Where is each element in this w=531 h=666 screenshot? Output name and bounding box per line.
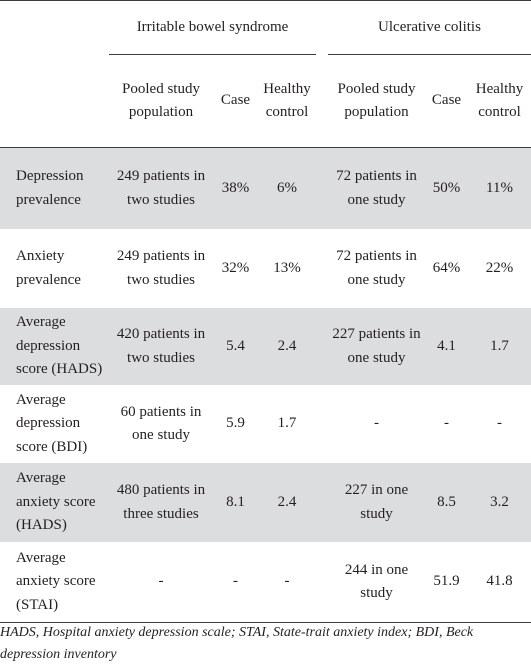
table-row: Average depression score (BDI) 60 patien…: [0, 385, 531, 463]
col-header-case-ibs: Case: [220, 92, 251, 109]
cell-uc-control: 41.8: [486, 573, 513, 590]
row-label: Average depression score (HADS): [0, 308, 109, 385]
col-header-control-uc: Healthy control: [475, 80, 524, 121]
cell-ibs-population: 60 patients in one study: [120, 403, 202, 444]
cell-ibs-case: -: [233, 573, 238, 590]
cell-ibs-control: -: [284, 573, 290, 590]
top-rule: [0, 0, 531, 1]
cell-ibs-case: 38%: [213, 148, 258, 229]
cell-uc-control: 3.2: [468, 463, 531, 542]
cell-ibs-control: 6%: [258, 148, 316, 229]
cell-ibs-population: 420 patients in two studies: [109, 308, 213, 385]
column-header-row: Pooled study population Case Healthy con…: [0, 55, 531, 148]
col-header-pooled-ibs: Pooled study population: [122, 80, 200, 121]
row-label: Depression prevalence: [0, 148, 109, 229]
cell-ibs-case: 5.9: [226, 415, 245, 432]
row-label: Average anxiety score (STAI): [16, 549, 96, 613]
cell-ibs-population: 249 patients in two studies: [109, 148, 213, 229]
cell-uc-population: 244 in one study: [344, 561, 409, 602]
cell-ibs-case: 5.4: [213, 308, 258, 385]
col-header-case-uc: Case: [431, 92, 462, 109]
table-row: Anxiety prevalence 249 patients in two s…: [0, 229, 531, 308]
cell-ibs-population: 249 patients in two studies: [116, 248, 206, 288]
cell-ibs-population: -: [158, 573, 164, 590]
cell-uc-population: 72 patients in one study: [328, 148, 425, 229]
group-header-uc: Ulcerative colitis: [328, 1, 531, 55]
cell-uc-case: 4.1: [425, 308, 468, 385]
table-row: Depression prevalence 249 patients in tw…: [0, 148, 531, 229]
cell-uc-population: 72 patients in one study: [336, 248, 417, 288]
table-row: Average anxiety score (STAI) - - - 244 i…: [0, 542, 531, 622]
cell-uc-control: 22%: [485, 259, 514, 276]
cell-uc-population: 227 in one study: [328, 463, 425, 542]
bottom-rule: [0, 622, 531, 623]
cell-ibs-case: 8.1: [213, 463, 258, 542]
cell-uc-population: 227 patients in one study: [328, 308, 425, 385]
cell-uc-case: 50%: [425, 148, 468, 229]
cell-ibs-control: 2.4: [258, 463, 316, 542]
cell-uc-control: 1.7: [468, 308, 531, 385]
table-footnote: HADS, Hospital anxiety depression scale;…: [0, 625, 474, 662]
row-label: Average anxiety score (HADS): [0, 463, 109, 542]
cell-uc-case: -: [444, 415, 449, 432]
group-header-row: Irritable bowel syndrome Ulcerative coli…: [0, 1, 531, 55]
row-label: Anxiety prevalence: [16, 248, 81, 288]
cell-ibs-control: 1.7: [277, 415, 297, 432]
cell-uc-control: 11%: [468, 148, 531, 229]
cell-uc-population: -: [374, 415, 379, 432]
table-row: Average anxiety score (HADS) 480 patient…: [0, 463, 531, 542]
col-header-control-ibs: Healthy control: [263, 80, 311, 121]
cell-uc-control: -: [497, 415, 502, 432]
header-rule: [0, 147, 531, 148]
cell-uc-case: 51.9: [433, 573, 460, 590]
comparison-table: Irritable bowel syndrome Ulcerative coli…: [0, 0, 531, 623]
cell-ibs-case: 32%: [221, 259, 250, 276]
group-header-ibs: Irritable bowel syndrome: [109, 1, 316, 55]
cell-ibs-control: 2.4: [258, 308, 316, 385]
row-label: Average depression score (BDI): [16, 391, 88, 455]
cell-uc-case: 64%: [432, 259, 461, 276]
cell-uc-case: 8.5: [425, 463, 468, 542]
cell-ibs-control: 13%: [273, 259, 301, 276]
cell-ibs-population: 480 patients in three studies: [109, 463, 213, 542]
table-row: Average depression score (HADS) 420 pati…: [0, 308, 531, 385]
col-header-pooled-uc: Pooled study population: [337, 80, 416, 121]
